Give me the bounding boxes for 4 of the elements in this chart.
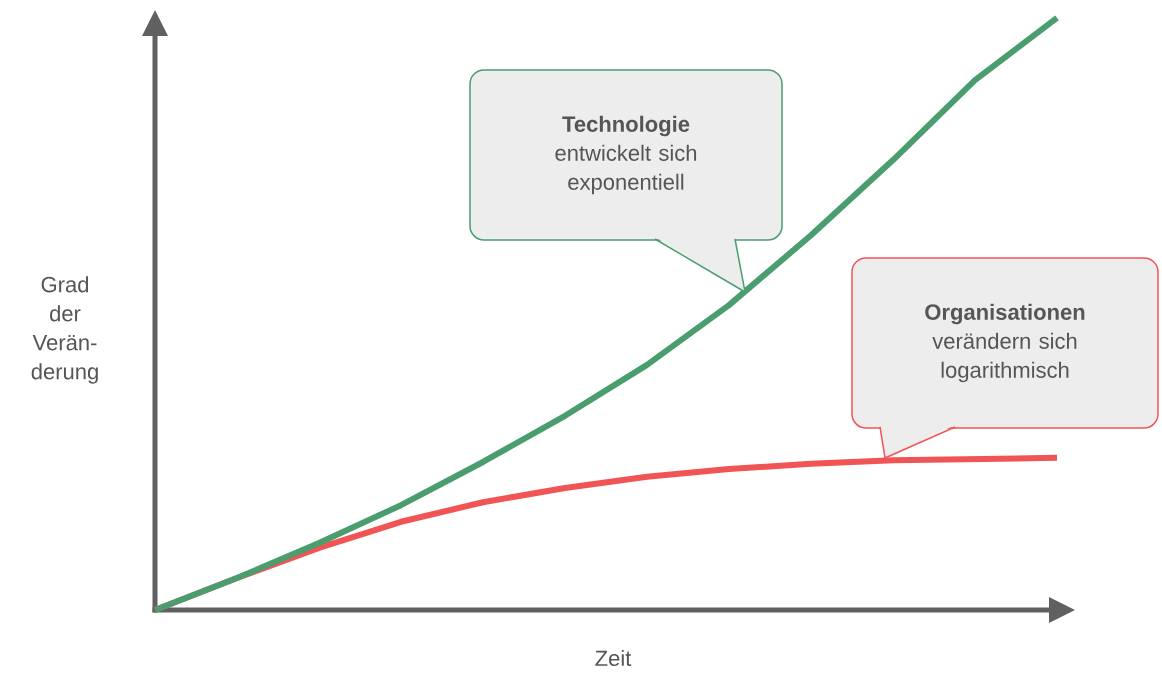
x-axis-title: Zeit: [595, 649, 632, 667]
annotation: Technologie entwickelt sich exponentiell: [555, 115, 697, 195]
y-axis-title: Grad der Verän-derung: [31, 276, 98, 384]
annotation: Organisationen verändern sich logarithmisch: [925, 303, 1085, 383]
